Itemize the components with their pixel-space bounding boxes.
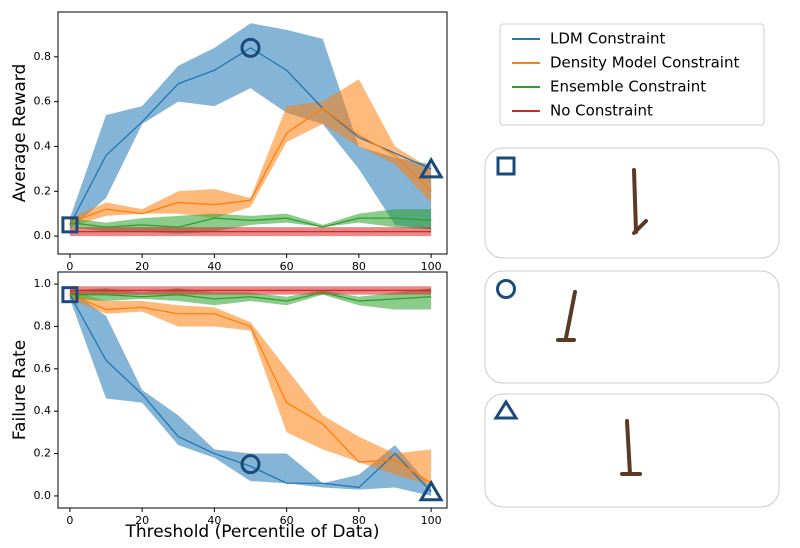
line	[69, 291, 432, 302]
legend: LDM Constraint Density Model Constraint En…	[499, 23, 765, 126]
line	[69, 294, 432, 493]
marker-triangle	[418, 479, 444, 502]
x-axis-label: Threshold (Percentile of Data)	[124, 522, 379, 542]
x-tick-label: 0	[66, 514, 73, 527]
y-tick-label: 0.4	[34, 139, 52, 152]
x-tick-label: 100	[421, 260, 442, 273]
band	[69, 79, 432, 228]
x-tick-label: 80	[352, 260, 366, 273]
x-tick-label: 20	[135, 514, 149, 527]
marker-circle	[240, 454, 261, 475]
marker-square	[61, 286, 79, 304]
y-tick-label: 0.0	[34, 489, 52, 502]
y-tick-label: 0.8	[34, 50, 52, 63]
y-tick-label: 0.2	[34, 184, 52, 197]
marker-square	[61, 216, 79, 234]
legend-label: Density Model Constraint	[550, 54, 739, 72]
y-tick-label: 1.0	[34, 277, 52, 290]
example-panels	[484, 147, 780, 508]
x-tick-label: 100	[421, 514, 442, 527]
legend-label: Ensemble Constraint	[550, 78, 706, 96]
legend-label: No Constraint	[550, 102, 653, 120]
y-axis-label: Failure Rate	[10, 340, 30, 440]
panel	[484, 393, 780, 508]
x-tick-label: 20	[135, 260, 149, 273]
pendulum	[556, 168, 648, 476]
y-tick-label: 0.0	[34, 229, 52, 242]
plot-frame	[57, 271, 448, 509]
marker-triangle	[418, 156, 444, 179]
circle-icon	[496, 279, 516, 299]
line	[69, 217, 432, 228]
panel	[484, 147, 780, 259]
x-tick-label: 60	[280, 260, 294, 273]
x-tick-label: 40	[207, 514, 221, 527]
y-tick-label: 0.6	[34, 362, 52, 375]
x-tick-label: 60	[280, 514, 294, 527]
y-tick-label: 0.8	[34, 319, 52, 332]
x-tick-label: 0	[66, 260, 73, 273]
band	[69, 23, 432, 230]
marker-circle	[240, 37, 261, 58]
line	[69, 294, 432, 484]
plot-frame	[57, 11, 448, 255]
y-axis-label: Average Reward	[10, 64, 30, 203]
triangle-icon	[493, 399, 519, 420]
line	[69, 107, 432, 224]
legend-label: LDM Constraint	[550, 30, 666, 48]
x-tick-label: 40	[207, 260, 221, 273]
legend-frame	[499, 23, 765, 126]
y-tick-label: 0.4	[34, 404, 52, 417]
y-tick-label: 0.6	[34, 95, 52, 108]
x-tick-label: 80	[352, 514, 366, 527]
band	[69, 290, 432, 486]
square-icon	[496, 156, 516, 176]
line	[69, 47, 432, 226]
panel	[484, 270, 780, 384]
y-tick-label: 0.2	[34, 447, 52, 460]
